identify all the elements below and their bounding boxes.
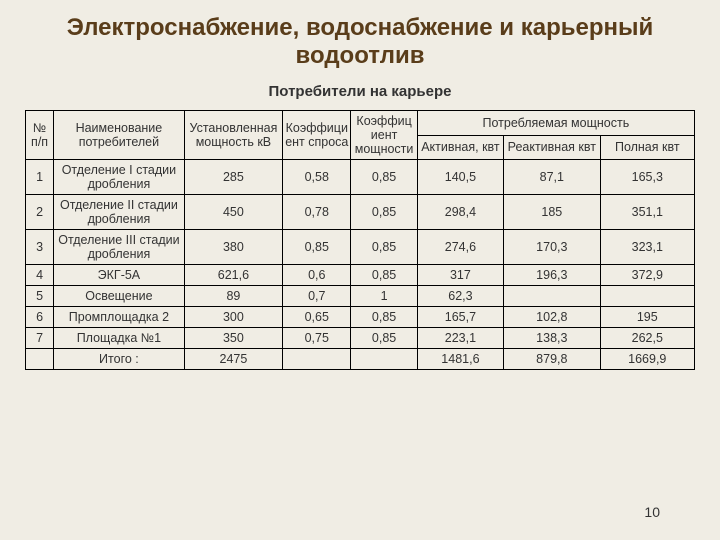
cell-reactive: 170,3 — [504, 230, 600, 265]
cell-kpf: 0,85 — [351, 265, 417, 286]
cell-kpf: 1 — [351, 286, 417, 307]
th-power-coef: Коэффициент мощности — [351, 111, 417, 160]
cell-reactive: 185 — [504, 195, 600, 230]
cell-name: Освещение — [54, 286, 185, 307]
cell-reactive — [504, 286, 600, 307]
cell-reactive: 87,1 — [504, 160, 600, 195]
table-row: 4ЭКГ-5А621,60,60,85317196,3372,9 — [26, 265, 695, 286]
cell-reactive: 138,3 — [504, 328, 600, 349]
cell-num: 5 — [26, 286, 54, 307]
cell-installed: 89 — [184, 286, 282, 307]
cell-full — [600, 286, 694, 307]
totals-cell-blank — [26, 349, 54, 370]
cell-num: 4 — [26, 265, 54, 286]
totals-cell-kpf — [351, 349, 417, 370]
cell-kdem: 0,7 — [283, 286, 351, 307]
cell-num: 6 — [26, 307, 54, 328]
cell-active: 298,4 — [417, 195, 503, 230]
cell-kdem: 0,85 — [283, 230, 351, 265]
totals-cell-installed: 2475 — [184, 349, 282, 370]
cell-name: Площадка №1 — [54, 328, 185, 349]
table-row: 5Освещение890,7162,3 — [26, 286, 695, 307]
cell-name: ЭКГ-5А — [54, 265, 185, 286]
th-active: Активная, квт — [417, 135, 503, 160]
cell-active: 140,5 — [417, 160, 503, 195]
cell-active: 317 — [417, 265, 503, 286]
th-name: Наименование потребителей — [54, 111, 185, 160]
cell-kpf: 0,85 — [351, 328, 417, 349]
cell-kdem: 0,65 — [283, 307, 351, 328]
cell-name: Отделение II стадии дробления — [54, 195, 185, 230]
cell-installed: 350 — [184, 328, 282, 349]
cell-name: Отделение I стадии дробления — [54, 160, 185, 195]
table-subtitle: Потребители на карьере — [0, 83, 720, 100]
cell-name: Промплощадка 2 — [54, 307, 185, 328]
cell-num: 1 — [26, 160, 54, 195]
cell-full: 262,5 — [600, 328, 694, 349]
cell-num: 7 — [26, 328, 54, 349]
cell-full: 351,1 — [600, 195, 694, 230]
totals-cell-active: 1481,6 — [417, 349, 503, 370]
cell-active: 62,3 — [417, 286, 503, 307]
totals-cell-full: 1669,9 — [600, 349, 694, 370]
cell-installed: 380 — [184, 230, 282, 265]
cell-num: 2 — [26, 195, 54, 230]
cell-full: 323,1 — [600, 230, 694, 265]
cell-kpf: 0,85 — [351, 160, 417, 195]
cell-name: Отделение III стадии дробления — [54, 230, 185, 265]
th-demand-coef: Коэффициент спроса — [283, 111, 351, 160]
cell-reactive: 102,8 — [504, 307, 600, 328]
th-consumed-group: Потребляемая мощность — [417, 111, 694, 136]
totals-row: Итого :2475 1481,6879,81669,9 — [26, 349, 695, 370]
cell-kdem: 0,6 — [283, 265, 351, 286]
totals-cell-kdem — [283, 349, 351, 370]
page-number: 10 — [644, 504, 660, 520]
table-row: 6Промплощадка 23000,650,85165,7102,8195 — [26, 307, 695, 328]
table-row: 1Отделение I стадии дробления2850,580,85… — [26, 160, 695, 195]
cell-kpf: 0,85 — [351, 230, 417, 265]
cell-active: 165,7 — [417, 307, 503, 328]
cell-kdem: 0,75 — [283, 328, 351, 349]
cell-kpf: 0,85 — [351, 195, 417, 230]
cell-num: 3 — [26, 230, 54, 265]
totals-cell-label: Итого : — [54, 349, 185, 370]
table-row: 3Отделение III стадии дробления3800,850,… — [26, 230, 695, 265]
cell-full: 165,3 — [600, 160, 694, 195]
cell-installed: 621,6 — [184, 265, 282, 286]
cell-active: 223,1 — [417, 328, 503, 349]
consumers-table: № п/п Наименование потребителей Установл… — [25, 110, 695, 370]
page-title: Электроснабжение, водоснабжение и карьер… — [0, 0, 720, 69]
th-num: № п/п — [26, 111, 54, 160]
th-full: Полная квт — [600, 135, 694, 160]
table-row: 7Площадка №13500,750,85223,1138,3262,5 — [26, 328, 695, 349]
th-installed: Установленная мощность кВ — [184, 111, 282, 160]
cell-installed: 285 — [184, 160, 282, 195]
table-row: 2Отделение II стадии дробления4500,780,8… — [26, 195, 695, 230]
totals-cell-reactive: 879,8 — [504, 349, 600, 370]
cell-reactive: 196,3 — [504, 265, 600, 286]
cell-active: 274,6 — [417, 230, 503, 265]
th-reactive: Реактивная квт — [504, 135, 600, 160]
cell-installed: 300 — [184, 307, 282, 328]
cell-kdem: 0,78 — [283, 195, 351, 230]
cell-installed: 450 — [184, 195, 282, 230]
cell-full: 372,9 — [600, 265, 694, 286]
cell-kpf: 0,85 — [351, 307, 417, 328]
cell-full: 195 — [600, 307, 694, 328]
cell-kdem: 0,58 — [283, 160, 351, 195]
